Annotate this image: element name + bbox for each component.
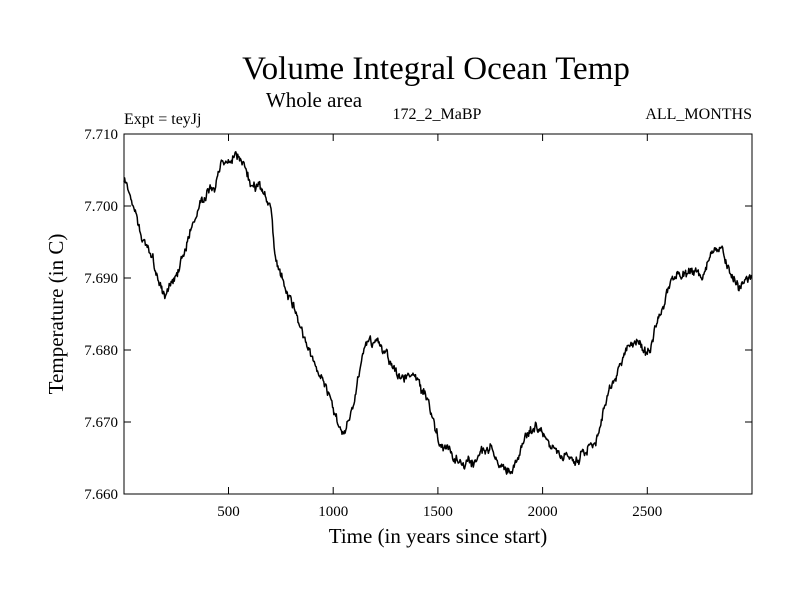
y-axis-label: Temperature (in C) — [44, 234, 68, 395]
x-tick-label: 1500 — [423, 504, 453, 520]
y-tick-label: 7.710 — [84, 127, 118, 143]
x-tick-label: 2500 — [632, 504, 662, 520]
chart-subtitle: Whole area — [266, 88, 363, 112]
months-label: ALL_MONTHS — [645, 106, 752, 123]
series-line — [123, 151, 753, 475]
y-tick-label: 7.690 — [84, 271, 118, 287]
x-tick-label: 2000 — [528, 504, 558, 520]
y-tick-label: 7.680 — [84, 343, 118, 359]
y-axis: 7.660 7.670 7.680 7.690 7.700 7.710 — [84, 127, 752, 503]
experiment-label: Expt = teyJj — [124, 111, 201, 128]
x-axis: 500 1000 1500 2000 2500 — [217, 134, 662, 520]
y-tick-label: 7.670 — [84, 415, 118, 431]
chart-title: Volume Integral Ocean Temp — [242, 51, 630, 87]
x-axis-label: Time (in years since start) — [329, 524, 548, 548]
x-tick-label: 500 — [217, 504, 240, 520]
y-tick-label: 7.660 — [84, 487, 118, 503]
period-label: 172_2_MaBP — [393, 106, 482, 123]
y-tick-label: 7.700 — [84, 199, 118, 215]
x-tick-label: 1000 — [318, 504, 348, 520]
